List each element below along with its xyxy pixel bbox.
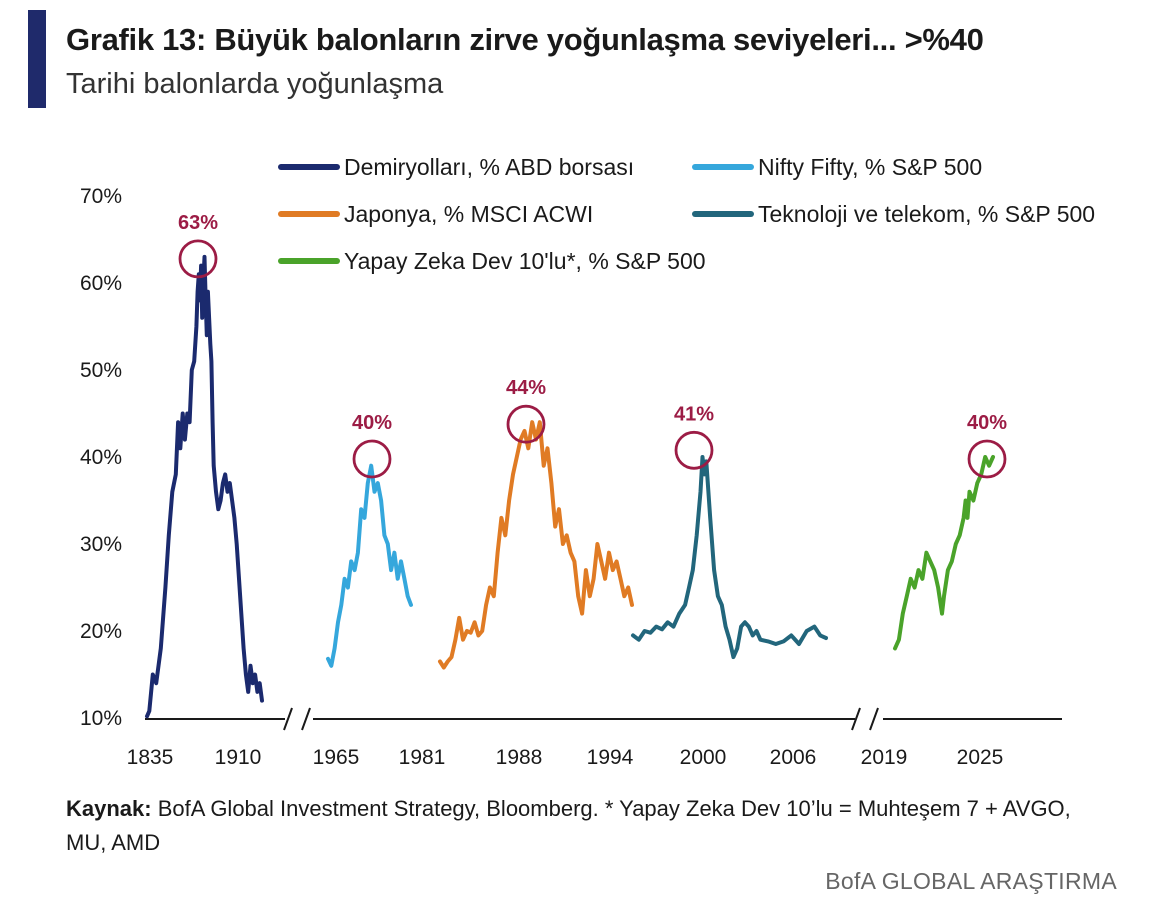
legend-label: Japonya, % MSCI ACWI: [344, 201, 593, 227]
axis-break-mark: [869, 707, 879, 731]
brand-mark: BofA GLOBAL ARAŞTIRMA: [825, 868, 1117, 894]
axis-break-mark: [301, 707, 311, 731]
chart-subtitle: Tarihi balonlarda yoğunlaşma: [66, 68, 444, 100]
source-footnote: Kaynak: BofA Global Investment Strategy,…: [66, 792, 1106, 860]
y-tick-label: 70%: [80, 185, 122, 208]
title-accent-bar: [28, 10, 46, 108]
peak-label: 63%: [178, 212, 218, 234]
x-tick-label: 2000: [680, 746, 727, 769]
series-line: [631, 455, 828, 660]
peak-marker: [674, 430, 714, 470]
x-tick-label: 2025: [957, 746, 1004, 769]
y-tick-label: 10%: [80, 707, 122, 730]
y-tick-label: 30%: [80, 533, 122, 556]
axis-break-mark: [851, 707, 861, 731]
chart-plot: 10% 20% 30% 40% 50% 60% 70% 1835 1910 1965 1981 198…: [80, 154, 1095, 769]
legend-label: Teknoloji ve telekom, % S&P 500: [758, 201, 1095, 227]
x-tick-label: 1910: [215, 746, 262, 769]
source-label: Kaynak:: [66, 796, 152, 821]
series-line: [438, 420, 634, 670]
peak-marker: [178, 239, 218, 279]
series-line: [326, 463, 413, 668]
peak-label: 40%: [967, 412, 1007, 434]
chart-title: Grafik 13: Büyük balonların zirve yoğunl…: [66, 22, 984, 57]
y-tick-label: 40%: [80, 446, 122, 469]
series-line: [145, 254, 264, 719]
source-text: BofA Global Investment Strategy, Bloombe…: [66, 796, 1071, 855]
x-tick-label: 1981: [399, 746, 446, 769]
peak-label: 41%: [674, 403, 714, 425]
x-tick-label: 1994: [587, 746, 634, 769]
legend-label: Demiryolları, % ABD borsası: [344, 154, 634, 180]
x-tick-label: 2019: [861, 746, 908, 769]
x-tick-label: 1988: [496, 746, 543, 769]
x-tick-label: 2006: [770, 746, 817, 769]
peak-label: 44%: [506, 377, 546, 399]
legend-label: Yapay Zeka Dev 10'lu*, % S&P 500: [344, 248, 706, 274]
series-line: [893, 455, 995, 651]
y-tick-label: 50%: [80, 359, 122, 382]
y-tick-label: 60%: [80, 272, 122, 295]
x-tick-label: 1965: [313, 746, 360, 769]
peak-label: 40%: [352, 412, 392, 434]
y-tick-label: 20%: [80, 620, 122, 643]
axis-break-mark: [283, 707, 293, 731]
peak-marker: [506, 404, 546, 444]
x-tick-label: 1835: [127, 746, 174, 769]
peak-marker: [967, 439, 1007, 479]
peak-marker: [352, 439, 392, 479]
legend-label: Nifty Fifty, % S&P 500: [758, 154, 982, 180]
